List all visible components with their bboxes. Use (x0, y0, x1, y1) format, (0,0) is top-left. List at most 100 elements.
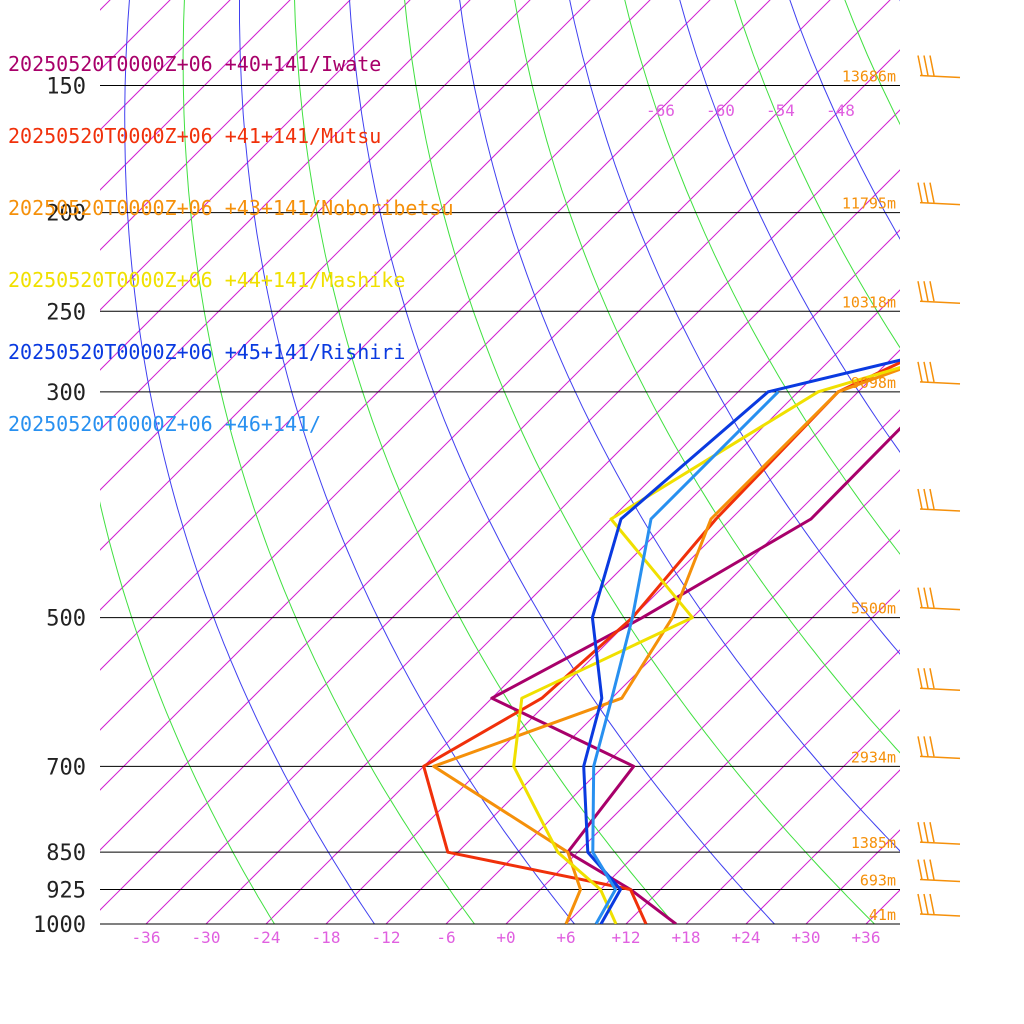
dry-adiabat-line (349, 0, 776, 924)
dry-adiabat-line (182, 0, 476, 924)
isotherm-line (265, 289, 900, 924)
isotherm-top-label: -60 (706, 101, 735, 120)
y-tick-label: 700 (46, 755, 86, 780)
y-tick-label: 925 (46, 879, 86, 904)
height-label: 2934m (851, 748, 896, 766)
dry-adiabat-line (853, 0, 1024, 946)
wind-barb-flag (929, 361, 935, 382)
wind-barb-flag (929, 281, 935, 302)
x-tick-label: +36 (852, 928, 881, 947)
dry-adiabat-line (294, 0, 676, 924)
wind-barb-flag (923, 281, 929, 302)
wind-barb-flag (917, 55, 923, 76)
x-tick-label: -36 (132, 928, 161, 947)
dry-adiabat-line (734, 0, 900, 349)
axis-labels: 1001502002503005007008509251000-36-30-24… (33, 67, 896, 947)
dry-adiabat-line (844, 0, 900, 126)
height-label: 9098m (851, 374, 896, 392)
isotherm-line (625, 649, 900, 924)
height-label: 1385m (851, 834, 896, 852)
wind-barb-flag (929, 668, 935, 689)
wind-barb (919, 74, 961, 79)
wind-barb-flag (929, 182, 935, 203)
wind-barbs (917, 55, 961, 917)
y-tick-label: 1000 (33, 913, 86, 938)
y-tick-label: 200 (46, 202, 86, 227)
legend-entry: 20250520T0000Z+06 +45+141/Rishiri (8, 340, 406, 364)
wind-barb-flag (923, 822, 929, 843)
isotherm-line (325, 349, 900, 924)
x-tick-label: -12 (372, 928, 401, 947)
series-line (582, 358, 900, 924)
x-tick-label: +0 (496, 928, 515, 947)
wind-barb (919, 878, 961, 883)
height-label: 41m (869, 906, 896, 924)
legend-entry: 20250520T0000Z+06 +40+141/Iwate (8, 52, 382, 76)
wind-barb (919, 913, 961, 917)
isotherm-line (100, 0, 591, 491)
wind-barb-flag (929, 822, 935, 843)
dry-adiabat-line (898, 0, 1024, 946)
isotherm-line (505, 529, 900, 924)
isotherm-line (685, 709, 900, 924)
wind-barb-flag (923, 587, 929, 608)
isotherm-line (100, 0, 711, 611)
dry-adiabat-line (124, 0, 376, 924)
x-tick-label: +24 (732, 928, 761, 947)
y-tick-label: 300 (46, 381, 86, 406)
isotherm-line (100, 0, 831, 731)
wind-barb (919, 687, 961, 691)
y-tick-label: 500 (46, 607, 86, 632)
dry-adiabat-line (459, 0, 900, 852)
wind-barb-flag (917, 893, 923, 915)
wind-barb-flag (929, 488, 935, 510)
wind-barb-flag (917, 361, 923, 382)
isotherm-line (100, 0, 651, 551)
legend-entry: 20250520T0000Z+06 +46+141/ (8, 412, 322, 436)
series-line (512, 365, 900, 924)
isotherm-line (565, 589, 900, 924)
wind-barb-flag (917, 859, 923, 880)
wind-barb-flag (917, 488, 923, 510)
isotherm-line (445, 469, 900, 924)
isotherm-line (100, 0, 471, 371)
wind-barb-flag (917, 668, 923, 689)
height-label: 693m (860, 872, 896, 890)
legend-entry: 20250520T0000Z+06 +43+141/Noboribetsu (8, 196, 454, 220)
wind-barb-flag (929, 587, 935, 608)
wind-barb-flag (929, 736, 935, 757)
isotherm-line (100, 49, 900, 851)
isotherm-line (100, 0, 891, 791)
dry-adiabat-line (100, 501, 276, 924)
x-tick-label: +12 (612, 928, 641, 947)
wind-barb-flag (923, 668, 929, 689)
isotherm-lines (100, 0, 1024, 924)
dry-adiabat-line (624, 0, 900, 555)
isotherm-line (926, 0, 1024, 924)
height-label: 10318m (842, 293, 896, 311)
dry-adiabat-line (569, 0, 900, 655)
wind-barb-flag (917, 281, 923, 302)
isotherm-line (100, 109, 900, 911)
series-line (432, 367, 900, 924)
x-tick-label: +18 (672, 928, 701, 947)
wind-barb-flag (929, 55, 935, 76)
height-label: 11795m (842, 195, 896, 213)
wind-barb-flag (923, 736, 929, 757)
isotherm-line (205, 229, 900, 924)
legend-entry: 20250520T0000Z+06 +44+141/Mashike (8, 268, 406, 292)
x-tick-label: -30 (192, 928, 221, 947)
wind-barb (919, 300, 961, 305)
isotherm-top-label: -66 (646, 101, 675, 120)
legend: 20250520T0000Z+06 +40+141/Iwate 20250520… (8, 4, 454, 460)
wind-barb-flag (923, 361, 929, 382)
wind-barb (919, 755, 961, 760)
dry-adiabat-lines (100, 0, 1024, 946)
wind-barb-flag (923, 859, 929, 880)
legend-entry: 20250520T0000Z+06 +41+141/Mutsu (8, 124, 382, 148)
series-line (422, 360, 900, 924)
wind-barb-flag (923, 893, 929, 915)
wind-barb-flag (917, 587, 923, 608)
wind-barb (919, 381, 961, 385)
